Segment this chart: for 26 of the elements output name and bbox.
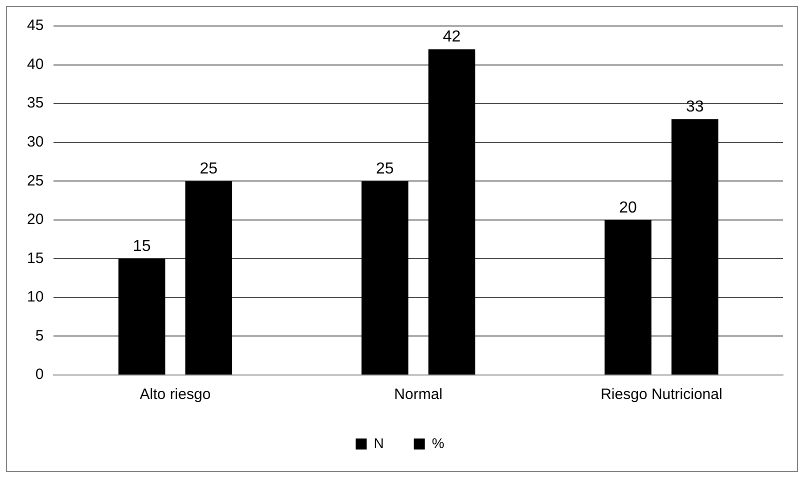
bar <box>185 181 232 374</box>
x-tick-label: Alto riesgo <box>140 386 211 404</box>
x-tick-label: Normal <box>394 386 443 404</box>
legend-label: N <box>374 434 384 451</box>
y-tick-label: 10 <box>26 288 44 306</box>
bar <box>604 220 652 374</box>
y-tick-label: 5 <box>35 327 44 344</box>
y-tick-label: 0 <box>35 366 44 384</box>
bar <box>428 49 476 374</box>
y-tick-label: 25 <box>26 172 44 190</box>
legend-label: % <box>432 434 444 451</box>
bar <box>671 119 718 374</box>
data-label: 25 <box>200 160 218 178</box>
y-tick-label: 45 <box>26 17 44 34</box>
y-tick-label: 40 <box>26 56 44 73</box>
y-tick-label: 20 <box>26 211 44 228</box>
data-label: 42 <box>442 28 461 46</box>
x-tick-label: Riesgo Nutricional <box>600 386 722 404</box>
bar <box>118 258 166 374</box>
y-tick-label: 30 <box>26 133 44 150</box>
data-label: 15 <box>132 238 151 256</box>
data-label: 20 <box>619 199 638 216</box>
bar <box>362 181 408 374</box>
data-label: 25 <box>376 160 394 178</box>
y-tick-label: 15 <box>26 250 44 267</box>
y-tick-label: 35 <box>26 94 44 112</box>
